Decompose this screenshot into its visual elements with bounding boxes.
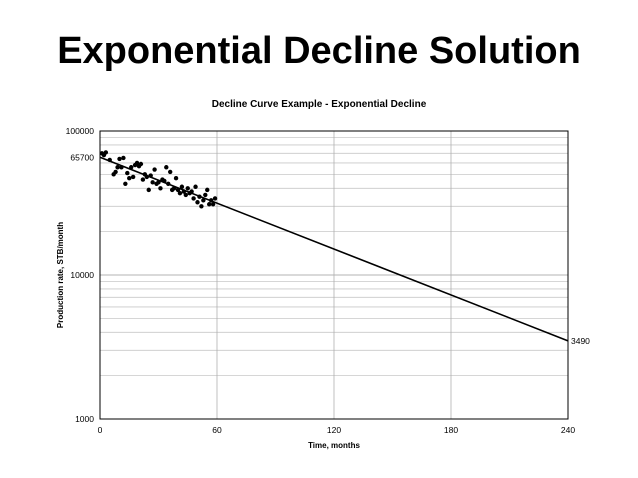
data-point	[193, 184, 198, 189]
x-tick-label: 120	[327, 425, 341, 435]
data-point	[130, 174, 136, 180]
plot-area-frame	[99, 130, 569, 420]
trend-end-label: 3490	[571, 336, 590, 346]
data-point	[162, 178, 167, 184]
data-point	[119, 165, 124, 170]
y-axis-label: Production rate, STB/month	[56, 222, 65, 328]
data-point	[152, 167, 157, 172]
data-point	[150, 180, 155, 185]
data-point	[177, 190, 183, 196]
x-axis-ticks: 0 60 120 180 240	[98, 425, 576, 435]
data-point	[201, 198, 206, 203]
y-tick-label: 10000	[70, 270, 94, 280]
x-tick-label: 240	[561, 425, 575, 435]
data-point	[205, 187, 210, 193]
data-point	[138, 161, 144, 167]
data-point	[117, 156, 122, 162]
data-point	[199, 204, 204, 209]
data-series: 3490	[99, 150, 590, 346]
data-point	[197, 194, 202, 199]
chart-title: Decline Curve Example - Exponential Decl…	[212, 99, 427, 110]
y-tick-label: 65700	[70, 152, 94, 162]
data-point	[207, 202, 212, 207]
data-point	[156, 180, 161, 185]
x-tick-label: 180	[444, 425, 458, 435]
data-point	[107, 157, 112, 163]
slide-title: Exponential Decline Solution	[57, 30, 581, 72]
data-point	[129, 165, 134, 170]
data-point	[125, 170, 130, 176]
data-point	[166, 181, 171, 186]
data-point	[203, 192, 208, 198]
data-point	[195, 200, 200, 205]
data-point	[171, 186, 177, 191]
data-point	[140, 177, 146, 182]
data-point	[121, 155, 126, 161]
data-point	[123, 181, 128, 186]
x-tick-label: 60	[212, 425, 222, 435]
grid-lines	[99, 130, 569, 420]
data-point	[173, 176, 179, 181]
data-point	[144, 174, 149, 180]
data-point	[179, 184, 185, 189]
y-axis-ticks: 1000 10000 100000 65700	[66, 126, 95, 424]
data-point	[113, 169, 118, 175]
data-point	[115, 165, 120, 170]
data-point	[164, 165, 169, 170]
y-tick-label: 100000	[66, 126, 95, 136]
data-point	[185, 186, 190, 191]
data-point	[168, 169, 173, 175]
data-point	[175, 187, 181, 193]
x-axis-label: Time, months	[308, 441, 360, 450]
data-point	[191, 196, 196, 201]
data-point	[181, 189, 187, 194]
data-point	[208, 198, 214, 203]
data-point	[158, 186, 163, 191]
data-point	[183, 192, 188, 198]
x-tick-label: 0	[98, 425, 103, 435]
y-tick-label: 1000	[75, 414, 94, 424]
data-point	[134, 160, 140, 166]
data-point	[212, 196, 218, 201]
data-point	[210, 202, 216, 207]
data-point	[146, 187, 151, 193]
data-point	[148, 173, 153, 178]
data-point	[103, 150, 109, 155]
data-point	[127, 176, 132, 181]
data-point	[189, 189, 194, 194]
